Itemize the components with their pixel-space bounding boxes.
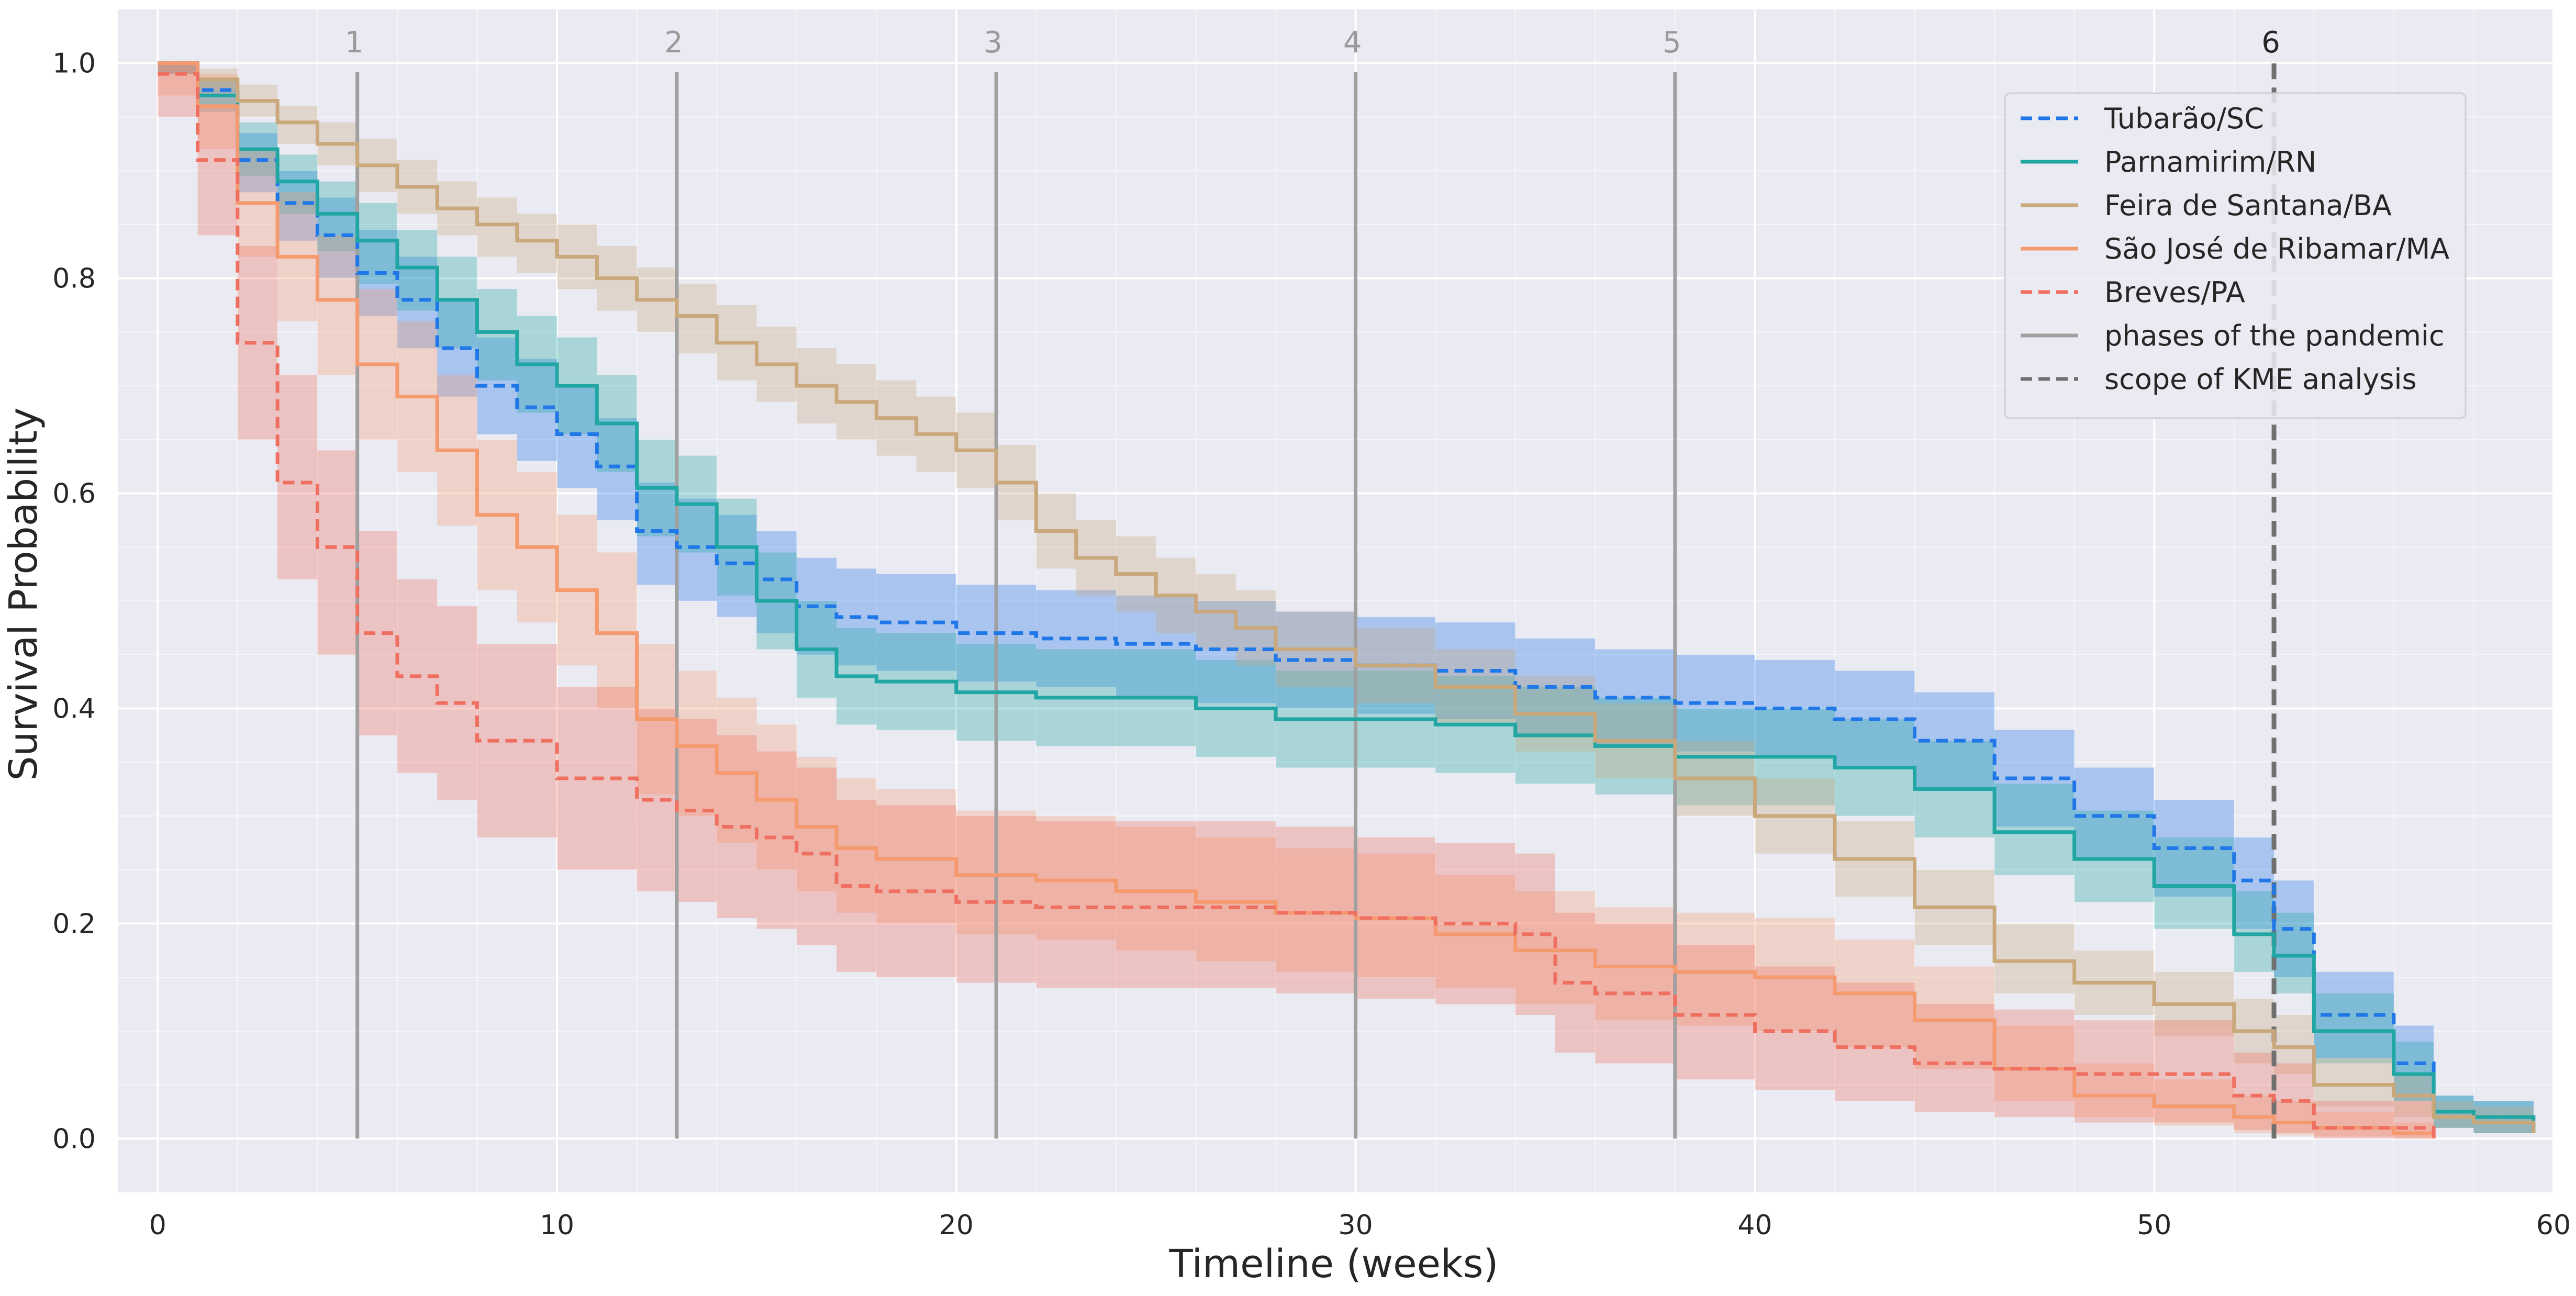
phase-label-4: 4 (1343, 26, 1362, 60)
scope-label: 6 (2261, 26, 2280, 60)
ci-band-feira-de-santana-ba (158, 63, 2534, 1139)
y-tick-label: 0.4 (52, 693, 96, 724)
confidence-bands (158, 63, 2534, 1139)
phase-label-5: 5 (1663, 26, 1681, 60)
legend-label: São José de Ribamar/MA (2104, 232, 2449, 265)
x-tick-label: 50 (2137, 1210, 2171, 1241)
legend-label: Breves/PA (2104, 276, 2245, 309)
x-tick-label: 10 (540, 1210, 574, 1241)
legend-box (2004, 92, 2467, 419)
y-tick-label: 0.0 (52, 1123, 96, 1155)
y-tick-label: 0.2 (52, 908, 96, 940)
survival-curves (158, 61, 2536, 1139)
y-tick-label: 0.8 (52, 263, 96, 295)
survival-line-feira-de-santana-ba (158, 61, 2536, 1133)
legend-label: scope of KME analysis (2104, 363, 2417, 396)
legend-label: Parnamirim/RN (2104, 146, 2316, 178)
phase-lines: 1 2 3 4 5 6 (345, 26, 2280, 1139)
x-tick-label: 0 (149, 1210, 166, 1241)
survival-line-tubarao-sc (158, 61, 2536, 1133)
legend-label: phases of the pandemic (2104, 319, 2445, 352)
legend-label: Tubarão/SC (2104, 102, 2264, 135)
x-tick-label: 30 (1339, 1210, 1373, 1241)
legend: Tubarão/SC Parnamirim/RN Feira de Santana/… (2004, 92, 2467, 419)
y-tick-label: 1.0 (52, 48, 96, 80)
y-axis-label: Survival Probability (1, 407, 46, 780)
phase-label-3: 3 (984, 26, 1002, 60)
phase-label-1: 1 (345, 26, 364, 60)
legend-label: Feira de Santana/BA (2104, 189, 2392, 222)
tick-labels: 0 10 20 30 40 50 60 0.0 0.2 0.4 0.6 0.8 1.0 (52, 48, 2571, 1241)
survival-line-parnamirim-rn (158, 61, 2536, 1133)
phase-label-2: 2 (664, 26, 683, 60)
ci-band-breves-pa (158, 63, 2434, 1139)
x-axis-label: Timeline (weeks) (1169, 1242, 1499, 1287)
x-tick-label: 60 (2536, 1210, 2571, 1241)
x-tick-label: 20 (939, 1210, 974, 1241)
survival-line-breves-pa (158, 72, 2436, 1139)
ci-band-sao-jose-de-ribamar-ma (158, 63, 2434, 1139)
y-tick-label: 0.6 (52, 478, 96, 510)
x-tick-label: 40 (1737, 1210, 1772, 1241)
